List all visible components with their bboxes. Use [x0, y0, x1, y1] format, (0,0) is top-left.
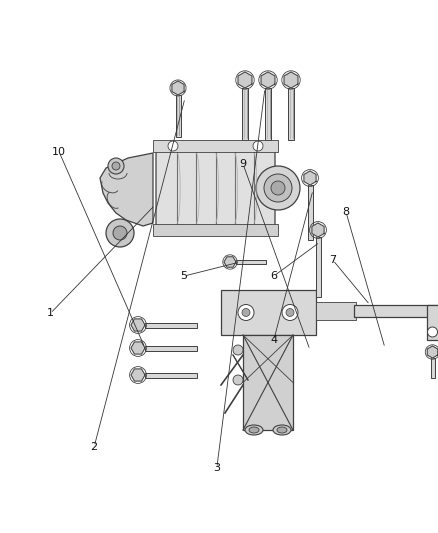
Text: 9: 9: [240, 159, 247, 169]
Bar: [431, 358, 434, 378]
Polygon shape: [224, 257, 236, 267]
Circle shape: [233, 345, 243, 355]
Bar: [353, 305, 438, 317]
Text: 4: 4: [270, 335, 277, 345]
Circle shape: [233, 375, 243, 385]
Polygon shape: [312, 223, 324, 237]
Text: 5: 5: [180, 271, 187, 281]
Ellipse shape: [273, 425, 291, 435]
Circle shape: [108, 158, 124, 174]
Polygon shape: [100, 153, 153, 226]
Circle shape: [113, 226, 127, 240]
Circle shape: [427, 327, 438, 337]
FancyBboxPatch shape: [156, 146, 275, 230]
Bar: [153, 140, 278, 152]
Bar: [242, 88, 248, 140]
Circle shape: [106, 219, 134, 247]
Circle shape: [168, 141, 178, 151]
Bar: [307, 185, 312, 240]
Circle shape: [253, 141, 263, 151]
Circle shape: [242, 309, 250, 317]
Bar: [220, 290, 315, 335]
Polygon shape: [131, 319, 145, 331]
Bar: [427, 305, 438, 340]
Text: 10: 10: [52, 147, 66, 157]
Polygon shape: [238, 72, 252, 88]
Bar: [288, 88, 294, 140]
Bar: [145, 345, 197, 351]
Ellipse shape: [277, 427, 287, 433]
Polygon shape: [131, 342, 145, 354]
Ellipse shape: [245, 425, 263, 435]
Ellipse shape: [249, 427, 259, 433]
Polygon shape: [304, 171, 316, 185]
Circle shape: [264, 174, 292, 202]
Text: 2: 2: [91, 442, 98, 451]
Circle shape: [286, 309, 294, 317]
Bar: [145, 373, 197, 377]
Bar: [315, 237, 321, 297]
Text: 8: 8: [343, 207, 350, 217]
Polygon shape: [261, 72, 275, 88]
Circle shape: [271, 181, 285, 195]
Text: 6: 6: [270, 271, 277, 281]
Polygon shape: [427, 346, 438, 358]
Text: 7: 7: [329, 255, 336, 265]
Circle shape: [282, 304, 298, 320]
Polygon shape: [131, 369, 145, 381]
Text: 1: 1: [47, 309, 54, 318]
Circle shape: [112, 162, 120, 170]
Circle shape: [238, 304, 254, 320]
Bar: [153, 224, 278, 236]
Bar: [145, 322, 197, 327]
Text: 3: 3: [213, 463, 220, 473]
Polygon shape: [284, 72, 298, 88]
Bar: [265, 88, 271, 140]
Bar: [243, 335, 293, 430]
Bar: [315, 302, 356, 320]
Bar: [236, 260, 266, 264]
Polygon shape: [172, 81, 184, 95]
Bar: [176, 95, 180, 137]
Circle shape: [256, 166, 300, 210]
